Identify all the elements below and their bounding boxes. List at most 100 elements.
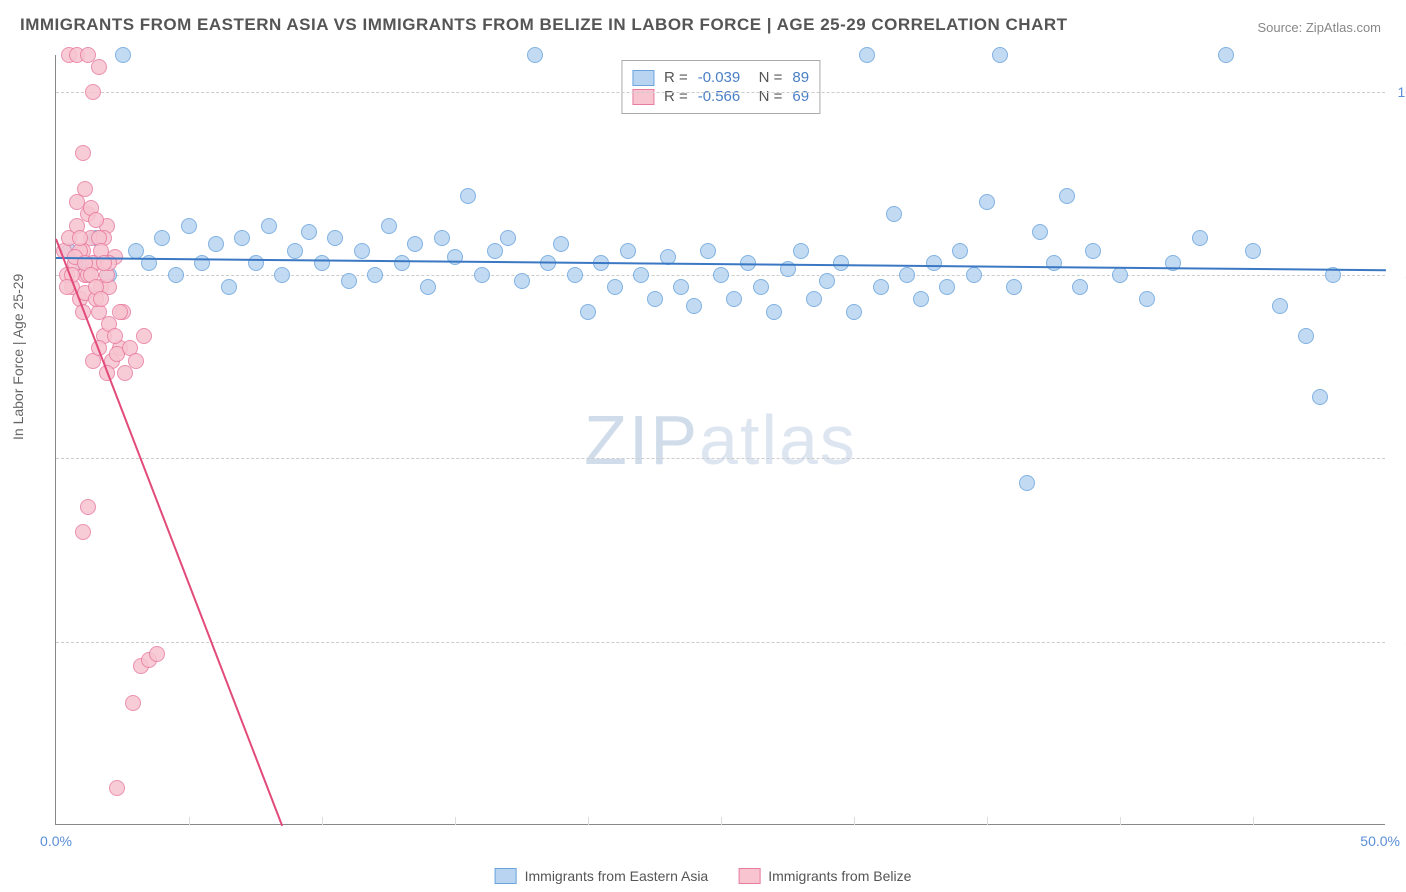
- y-tick-label: 100.0%: [1390, 84, 1406, 100]
- scatter-point: [109, 780, 125, 796]
- gridline-horizontal: [56, 458, 1385, 459]
- scatter-point: [460, 188, 476, 204]
- gridline-vertical: [1120, 817, 1121, 825]
- scatter-point: [899, 267, 915, 283]
- gridline-vertical: [588, 817, 589, 825]
- legend-row: R = -0.566 N = 69: [632, 88, 809, 105]
- scatter-point: [886, 206, 902, 222]
- legend-swatch: [495, 868, 517, 884]
- scatter-point: [859, 47, 875, 63]
- y-tick-label: 55.0%: [1390, 634, 1406, 650]
- scatter-point: [926, 255, 942, 271]
- chart-plot-area: ZIPatlas R = -0.039 N = 89 R = -0.566 N =…: [55, 55, 1385, 825]
- scatter-point: [873, 279, 889, 295]
- scatter-point: [354, 243, 370, 259]
- scatter-point: [607, 279, 623, 295]
- scatter-point: [115, 47, 131, 63]
- series-legend: Immigrants from Eastern Asia Immigrants f…: [495, 868, 912, 884]
- scatter-point: [793, 243, 809, 259]
- scatter-point: [580, 304, 596, 320]
- scatter-point: [75, 524, 91, 540]
- scatter-point: [136, 328, 152, 344]
- scatter-point: [1218, 47, 1234, 63]
- scatter-point: [939, 279, 955, 295]
- x-axis-max-label: 50.0%: [1360, 833, 1400, 849]
- scatter-point: [819, 273, 835, 289]
- scatter-point: [93, 291, 109, 307]
- scatter-point: [1059, 188, 1075, 204]
- legend-r-label: R =: [664, 88, 688, 105]
- scatter-point: [673, 279, 689, 295]
- gridline-vertical: [987, 817, 988, 825]
- gridline-vertical: [854, 817, 855, 825]
- scatter-point: [1139, 291, 1155, 307]
- scatter-point: [274, 267, 290, 283]
- scatter-point: [91, 59, 107, 75]
- scatter-point: [327, 230, 343, 246]
- scatter-point: [72, 230, 88, 246]
- scatter-point: [1032, 224, 1048, 240]
- scatter-point: [620, 243, 636, 259]
- scatter-point: [726, 291, 742, 307]
- legend-series-name: Immigrants from Eastern Asia: [525, 868, 709, 884]
- scatter-point: [1085, 243, 1101, 259]
- scatter-point: [1019, 475, 1035, 491]
- scatter-point: [979, 194, 995, 210]
- legend-n-value: 89: [792, 69, 809, 86]
- legend-item: Immigrants from Belize: [738, 868, 911, 884]
- scatter-point: [514, 273, 530, 289]
- legend-r-value: -0.039: [698, 69, 741, 86]
- scatter-point: [107, 328, 123, 344]
- gridline-horizontal: [56, 92, 1385, 93]
- legend-swatch: [738, 868, 760, 884]
- scatter-point: [647, 291, 663, 307]
- scatter-point: [261, 218, 277, 234]
- legend-n-value: 69: [792, 88, 809, 105]
- scatter-point: [992, 47, 1008, 63]
- scatter-point: [367, 267, 383, 283]
- scatter-point: [381, 218, 397, 234]
- scatter-point: [833, 255, 849, 271]
- scatter-point: [1312, 389, 1328, 405]
- legend-n-label: N =: [750, 88, 782, 105]
- scatter-point: [248, 255, 264, 271]
- scatter-point: [125, 695, 141, 711]
- scatter-point: [1245, 243, 1261, 259]
- scatter-point: [194, 255, 210, 271]
- scatter-point: [1192, 230, 1208, 246]
- scatter-point: [686, 298, 702, 314]
- legend-row: R = -0.039 N = 89: [632, 69, 809, 86]
- scatter-point: [208, 236, 224, 252]
- legend-series-name: Immigrants from Belize: [768, 868, 911, 884]
- scatter-point: [88, 212, 104, 228]
- scatter-point: [567, 267, 583, 283]
- scatter-point: [287, 243, 303, 259]
- legend-r-label: R =: [664, 69, 688, 86]
- scatter-point: [234, 230, 250, 246]
- scatter-point: [85, 84, 101, 100]
- scatter-point: [952, 243, 968, 259]
- scatter-point: [407, 236, 423, 252]
- scatter-point: [913, 291, 929, 307]
- scatter-point: [806, 291, 822, 307]
- scatter-point: [314, 255, 330, 271]
- scatter-point: [1046, 255, 1062, 271]
- scatter-point: [527, 47, 543, 63]
- legend-swatch: [632, 70, 654, 86]
- watermark: ZIPatlas: [584, 400, 857, 480]
- scatter-point: [766, 304, 782, 320]
- scatter-point: [474, 267, 490, 283]
- scatter-point: [420, 279, 436, 295]
- gridline-vertical: [455, 817, 456, 825]
- scatter-point: [149, 646, 165, 662]
- y-axis-label: In Labor Force | Age 25-29: [10, 274, 26, 440]
- scatter-point: [80, 499, 96, 515]
- scatter-point: [1006, 279, 1022, 295]
- scatter-point: [1272, 298, 1288, 314]
- scatter-point: [341, 273, 357, 289]
- scatter-point: [553, 236, 569, 252]
- gridline-horizontal: [56, 642, 1385, 643]
- scatter-point: [700, 243, 716, 259]
- scatter-point: [181, 218, 197, 234]
- scatter-point: [434, 230, 450, 246]
